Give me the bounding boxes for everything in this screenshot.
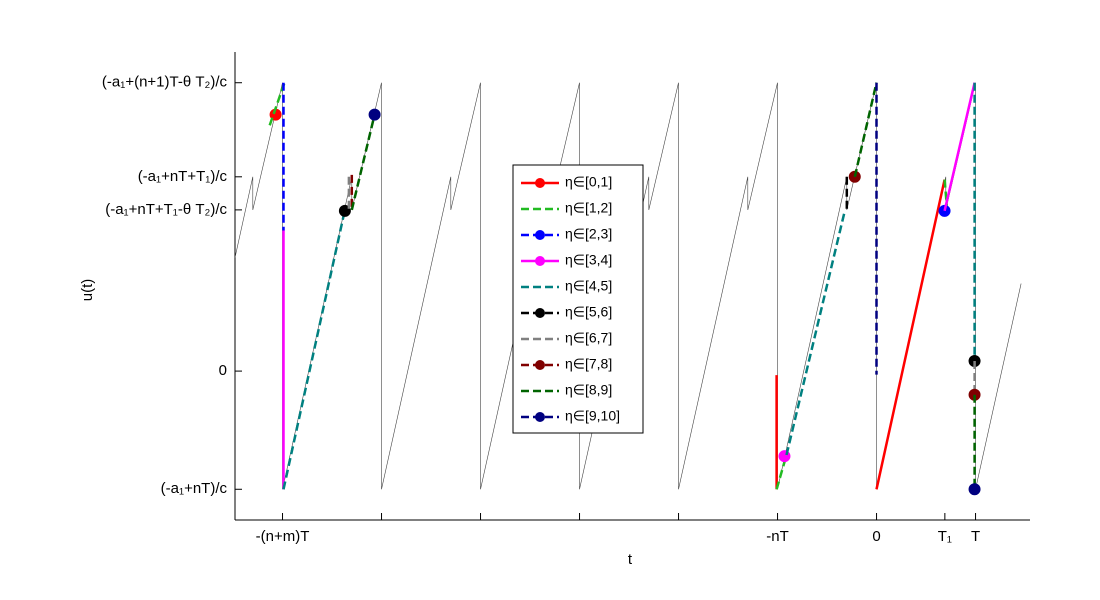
legend-label: η∈[0,1]: [565, 174, 612, 190]
y-tick-label: (-a₁+(n+1)T-θ T₂)/c: [102, 74, 228, 91]
y-tick-label: (-a₁+nT+T₁-θ T₂)/c: [105, 201, 227, 218]
marker: [368, 108, 381, 121]
legend-label: η∈[4,5]: [565, 278, 612, 294]
marker: [848, 170, 861, 183]
legend-label: η∈[8,9]: [565, 382, 612, 398]
marker: [338, 204, 351, 217]
legend-label: η∈[5,6]: [565, 304, 612, 320]
legend-label: η∈[6,7]: [565, 330, 612, 346]
series-line: [282, 82, 976, 490]
legend-marker: [535, 178, 545, 188]
legend: η∈[0,1] η∈[1,2] η∈[2,3] η∈[3,4] η∈[4,5] η∈[5,…: [512, 164, 644, 434]
y-tick-label: 0: [219, 362, 227, 379]
x-tick-label: -(n+m)T: [256, 528, 310, 545]
series-line: [347, 176, 976, 395]
legend-label: η∈[1,2]: [565, 200, 612, 216]
y-tick-label: (-a₁+nT)/c: [161, 480, 228, 497]
legend-label: η∈[7,8]: [565, 356, 612, 372]
legend-label: η∈[2,3]: [565, 226, 612, 242]
x-axis-label: t: [628, 551, 633, 568]
legend-marker: [535, 230, 545, 240]
legend-label: η∈[3,4]: [565, 252, 612, 268]
legend-marker: [535, 412, 545, 422]
y-axis-label: u(t): [79, 279, 96, 302]
x-tick-label: -nT: [766, 528, 789, 545]
series-line: [282, 82, 976, 490]
series-line: [775, 179, 946, 490]
x-tick-label: T₁: [938, 528, 952, 545]
y-tick-label: (-a₁+nT+T₁)/c: [138, 168, 228, 185]
legend-label: η∈[9,10]: [565, 408, 620, 424]
x-tick-label: T: [971, 528, 980, 545]
legend-marker: [535, 308, 545, 318]
x-tick-label: 0: [872, 528, 880, 545]
legend-marker: [535, 256, 545, 266]
legend-marker: [535, 360, 545, 370]
series-line: [350, 82, 976, 490]
marker: [938, 204, 951, 217]
marker: [968, 483, 981, 496]
